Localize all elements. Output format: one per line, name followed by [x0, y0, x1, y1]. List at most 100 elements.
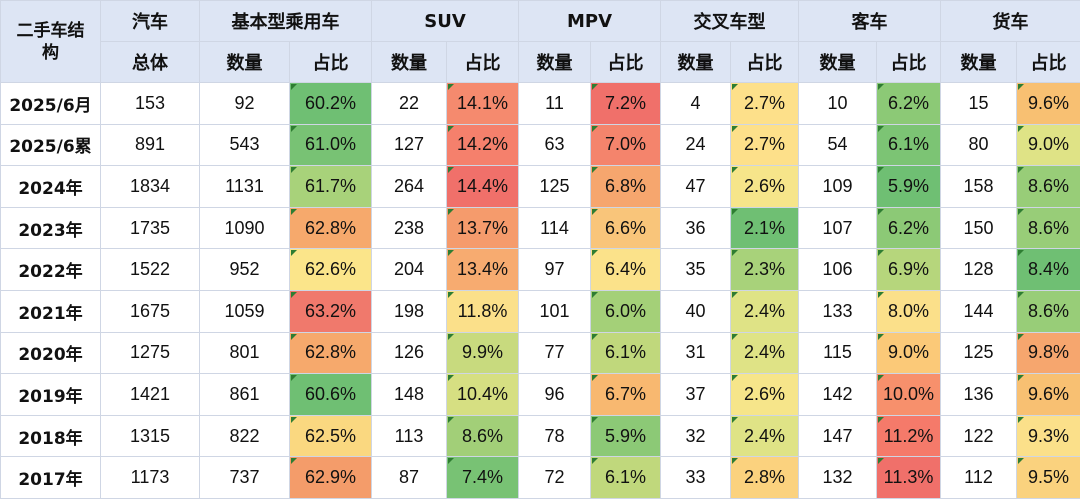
share-cell: 11.3%: [876, 456, 942, 499]
count-cell: 15: [940, 82, 1018, 125]
share-cell: 14.1%: [445, 82, 520, 125]
count-cell: 952: [199, 248, 290, 291]
count-cell: 737: [199, 456, 290, 499]
table-row: 2025/6累 891 543 61.0% 127 14.2% 63 7.0% 24 2.7% 54…: [0, 123, 1080, 167]
sub-header-cell: 占比: [445, 41, 520, 83]
count-cell: 148: [371, 373, 447, 416]
count-cell: 115: [798, 331, 878, 375]
share-cell: 5.9%: [876, 165, 942, 208]
row-label: 2018年: [0, 414, 101, 458]
count-cell: 101: [518, 289, 592, 333]
count-cell: 891: [100, 123, 200, 167]
share-cell: 2.8%: [730, 456, 800, 499]
count-cell: 37: [660, 373, 732, 416]
share-cell: 60.2%: [289, 82, 372, 125]
share-cell: 9.5%: [1016, 456, 1080, 499]
sub-header-cell: 占比: [1016, 41, 1080, 83]
share-cell: 9.0%: [876, 331, 942, 375]
count-cell: 77: [518, 331, 592, 375]
group-header-mpv: MPV: [518, 0, 662, 42]
sub-header-cell: 占比: [876, 41, 942, 83]
share-cell: 14.2%: [445, 123, 520, 167]
count-cell: 80: [940, 123, 1018, 167]
count-cell: 31: [660, 331, 732, 375]
sub-header-cell: 数量: [371, 41, 447, 83]
count-cell: 125: [518, 165, 592, 208]
count-cell: 36: [660, 206, 732, 250]
share-cell: 2.4%: [730, 289, 800, 333]
count-cell: 1421: [100, 373, 200, 416]
table-row: 2017年 1173 737 62.9% 87 7.4% 72 6.1% 33 2.8% 132 11…: [0, 456, 1080, 499]
share-cell: 6.1%: [590, 331, 662, 375]
sub-header-cell: 数量: [518, 41, 592, 83]
row-label: 2021年: [0, 289, 101, 333]
count-cell: 107: [798, 206, 878, 250]
share-cell: 6.8%: [590, 165, 662, 208]
count-cell: 106: [798, 248, 878, 291]
count-cell: 87: [371, 456, 447, 499]
count-cell: 822: [199, 414, 290, 458]
share-cell: 10.0%: [876, 373, 942, 416]
count-cell: 142: [798, 373, 878, 416]
count-cell: 122: [940, 414, 1018, 458]
count-cell: 97: [518, 248, 592, 291]
count-cell: 125: [940, 331, 1018, 375]
row-label: 2019年: [0, 373, 101, 416]
sub-header-cell: 占比: [730, 41, 800, 83]
row-label: 2022年: [0, 248, 101, 291]
count-cell: 1173: [100, 456, 200, 499]
share-cell: 7.4%: [445, 456, 520, 499]
share-cell: 13.4%: [445, 248, 520, 291]
share-cell: 6.2%: [876, 82, 942, 125]
table-row: 2022年 1522 952 62.6% 204 13.4% 97 6.4% 35 2.3% 106…: [0, 248, 1080, 291]
table-row: 2023年 1735 1090 62.8% 238 13.7% 114 6.6% 36 2.1% 1…: [0, 206, 1080, 250]
share-cell: 6.6%: [590, 206, 662, 250]
share-cell: 62.9%: [289, 456, 372, 499]
count-cell: 153: [100, 82, 200, 125]
row-label: 2020年: [0, 331, 101, 375]
share-cell: 11.2%: [876, 414, 942, 458]
share-cell: 11.8%: [445, 289, 520, 333]
sub-header-cell: 占比: [289, 41, 372, 83]
share-cell: 8.6%: [445, 414, 520, 458]
share-cell: 9.6%: [1016, 373, 1080, 416]
share-cell: 8.0%: [876, 289, 942, 333]
share-cell: 13.7%: [445, 206, 520, 250]
share-cell: 6.2%: [876, 206, 942, 250]
count-cell: 801: [199, 331, 290, 375]
row-label: 2025/6月: [0, 82, 101, 125]
share-cell: 61.0%: [289, 123, 372, 167]
count-cell: 63: [518, 123, 592, 167]
count-cell: 198: [371, 289, 447, 333]
share-cell: 2.4%: [730, 414, 800, 458]
share-cell: 2.3%: [730, 248, 800, 291]
count-cell: 144: [940, 289, 1018, 333]
row-label: 2017年: [0, 456, 101, 499]
group-header-bus: 客车: [798, 0, 942, 42]
share-cell: 6.1%: [876, 123, 942, 167]
count-cell: 33: [660, 456, 732, 499]
share-cell: 2.4%: [730, 331, 800, 375]
share-cell: 9.3%: [1016, 414, 1080, 458]
share-cell: 6.7%: [590, 373, 662, 416]
count-cell: 126: [371, 331, 447, 375]
count-cell: 22: [371, 82, 447, 125]
count-cell: 238: [371, 206, 447, 250]
count-cell: 861: [199, 373, 290, 416]
count-cell: 4: [660, 82, 732, 125]
count-cell: 128: [940, 248, 1018, 291]
group-header-car: 汽车: [100, 0, 200, 42]
share-cell: 5.9%: [590, 414, 662, 458]
row-label: 2025/6累: [0, 123, 101, 167]
count-cell: 136: [940, 373, 1018, 416]
count-cell: 543: [199, 123, 290, 167]
share-cell: 6.9%: [876, 248, 942, 291]
group-header-crossover: 交叉车型: [660, 0, 800, 42]
share-cell: 2.1%: [730, 206, 800, 250]
count-cell: 1059: [199, 289, 290, 333]
count-cell: 109: [798, 165, 878, 208]
count-cell: 204: [371, 248, 447, 291]
share-cell: 9.9%: [445, 331, 520, 375]
group-header-suv: SUV: [370, 0, 520, 42]
group-header-truck: 货车: [940, 0, 1080, 42]
